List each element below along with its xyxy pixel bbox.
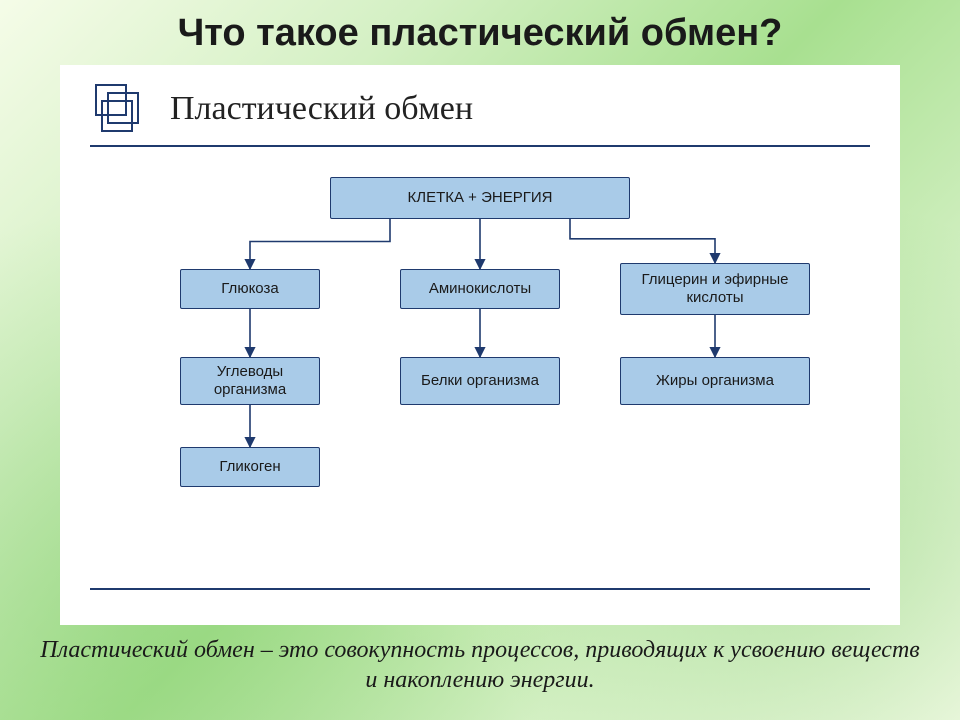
diagram-panel: Пластический обмен КЛЕТКА + ЭНЕРГИЯ Глюко… <box>60 65 900 625</box>
logo-icon <box>90 79 150 139</box>
flowchart-node-n1b: Аминокислоты <box>400 269 560 309</box>
panel-header: Пластический обмен <box>90 79 870 147</box>
flowchart-node-root: КЛЕТКА + ЭНЕРГИЯ <box>330 177 630 219</box>
flowchart-edge-root-n1a <box>250 219 390 269</box>
panel-title: Пластический обмен <box>170 90 473 128</box>
flowchart-node-n1a: Глюкоза <box>180 269 320 309</box>
caption-text: Пластический обмен – это совокупность пр… <box>40 635 920 695</box>
panel-divider <box>90 588 870 590</box>
flowchart-edge-root-n1c <box>570 219 715 263</box>
flowchart-node-n2a: Углеводы организма <box>180 357 320 405</box>
flowchart: КЛЕТКА + ЭНЕРГИЯ Глюкоза Аминокислоты Глице… <box>90 177 870 597</box>
flowchart-node-n1c: Глицерин и эфирные кислоты <box>620 263 810 315</box>
flowchart-node-n2b: Белки организма <box>400 357 560 405</box>
slide-title: Что такое пластический обмен? <box>0 0 960 59</box>
flowchart-node-n3a: Гликоген <box>180 447 320 487</box>
flowchart-node-n2c: Жиры организма <box>620 357 810 405</box>
